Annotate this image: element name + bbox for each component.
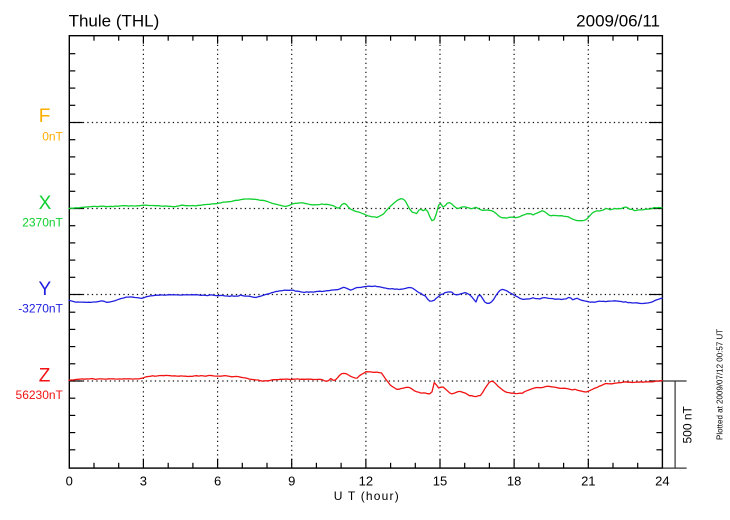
svg-text:Plotted at 2009/07/12 00:57 UT: Plotted at 2009/07/12 00:57 UT	[715, 329, 724, 440]
svg-text:2370nT: 2370nT	[22, 216, 63, 230]
svg-text:24: 24	[655, 474, 669, 489]
svg-text:9: 9	[288, 474, 295, 489]
svg-text:15: 15	[433, 474, 447, 489]
svg-text:0nT: 0nT	[42, 130, 63, 144]
svg-text:2009/06/11: 2009/06/11	[576, 12, 660, 31]
svg-text:56230nT: 56230nT	[16, 388, 64, 402]
svg-text:500 nT: 500 nT	[681, 405, 695, 443]
svg-text:-3270nT: -3270nT	[18, 302, 63, 316]
svg-text:0: 0	[66, 474, 73, 489]
svg-text:U T (hour): U T (hour)	[334, 489, 399, 503]
svg-text:12: 12	[359, 474, 373, 489]
svg-text:Y: Y	[39, 279, 52, 300]
svg-text:21: 21	[581, 474, 595, 489]
svg-text:18: 18	[507, 474, 521, 489]
svg-text:3: 3	[140, 474, 147, 489]
svg-text:F: F	[39, 106, 51, 127]
svg-text:6: 6	[214, 474, 221, 489]
svg-text:X: X	[39, 193, 52, 214]
svg-text:Z: Z	[39, 365, 51, 386]
svg-text:Thule (THL): Thule (THL)	[69, 12, 160, 31]
